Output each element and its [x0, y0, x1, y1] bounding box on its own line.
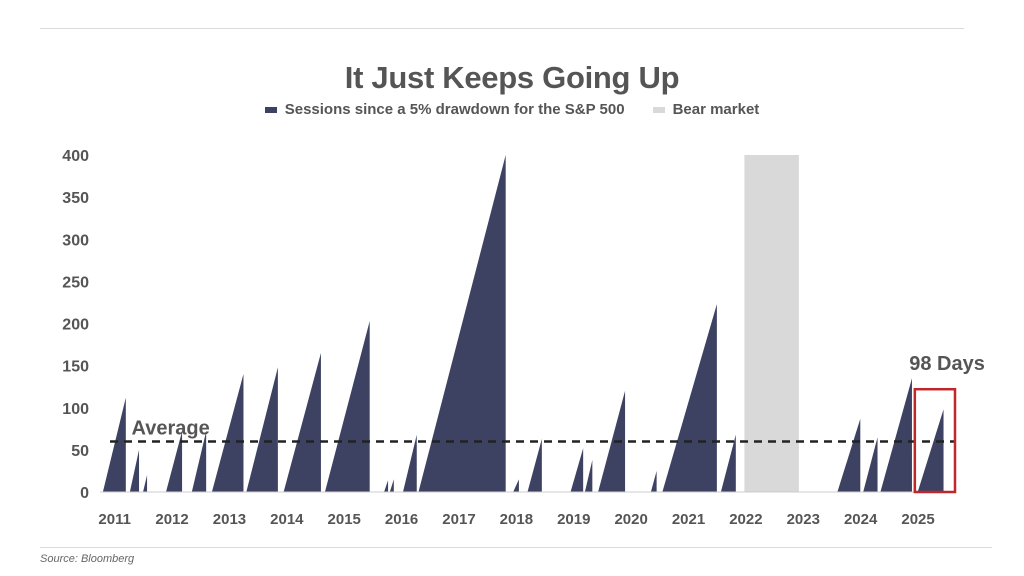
series-run-16: [584, 459, 593, 492]
series-run-24: [917, 409, 944, 492]
series-run-18: [650, 470, 657, 492]
series-run-12: [418, 155, 506, 492]
x-tick-label-2020: 2020: [614, 511, 647, 528]
series-run-0: [102, 397, 126, 492]
y-tick-label-250: 250: [62, 274, 89, 291]
bear-market-band: [744, 155, 799, 492]
legend-item-bear-market: Bear market: [652, 101, 760, 118]
x-tick-label-2017: 2017: [442, 511, 475, 528]
series-run-13: [513, 479, 519, 492]
source-note: Source: Bloomberg: [40, 553, 135, 565]
series-run-22: [863, 437, 878, 492]
x-tick-label-2013: 2013: [213, 511, 246, 528]
series-run-3: [165, 431, 183, 492]
series-run-14: [527, 438, 542, 492]
series-run-2: [143, 475, 148, 492]
x-tick-label-2025: 2025: [901, 511, 934, 528]
series-run-19: [662, 304, 717, 492]
highlight-box: [913, 387, 957, 494]
top-divider: [40, 28, 964, 29]
legend-label-bear-market: Bear market: [672, 101, 760, 118]
legend-label-sessions: Sessions since a 5% drawdown for the S&P…: [284, 101, 625, 118]
y-tick-label-150: 150: [62, 359, 89, 376]
series-run-1: [129, 449, 140, 492]
chart-legend: Sessions since a 5% drawdown for the S&P…: [0, 101, 1024, 118]
series-run-9: [384, 480, 389, 492]
average-label: Average: [132, 417, 210, 439]
x-tick-label-2018: 2018: [500, 511, 533, 528]
x-tick-label-2012: 2012: [155, 511, 188, 528]
chart-title: It Just Keeps Going Up: [344, 60, 680, 95]
series-run-23: [880, 378, 912, 492]
series-run-11: [402, 434, 417, 492]
x-tick-label-2014: 2014: [270, 511, 304, 528]
legend-item-sessions: Sessions since a 5% drawdown for the S&P…: [264, 101, 625, 118]
x-tick-label-2021: 2021: [672, 511, 705, 528]
y-tick-label-400: 400: [62, 148, 89, 165]
series-run-7: [283, 352, 321, 492]
annotation-98-days: 98 Days: [909, 353, 985, 375]
series-run-4: [191, 431, 207, 492]
legend-swatch-sessions: [264, 106, 277, 113]
y-tick-label-50: 50: [71, 443, 89, 460]
x-tick-label-2024: 2024: [844, 511, 878, 528]
legend-swatch-bear-market: [652, 106, 665, 113]
series-run-15: [570, 448, 584, 492]
series-run-20: [720, 434, 736, 492]
series-run-6: [246, 367, 278, 492]
x-tick-label-2016: 2016: [385, 511, 418, 528]
x-tick-label-2011: 2011: [98, 511, 131, 528]
y-tick-label-200: 200: [62, 317, 89, 334]
x-tick-label-2019: 2019: [557, 511, 590, 528]
y-tick-label-350: 350: [62, 190, 89, 207]
bottom-divider: [40, 547, 992, 548]
series-run-17: [598, 390, 626, 492]
x-tick-label-2022: 2022: [729, 511, 762, 528]
series-run-5: [211, 374, 244, 492]
series-run-21: [837, 418, 861, 492]
series-run-10: [389, 479, 394, 492]
x-tick-label-2023: 2023: [787, 511, 820, 528]
series-run-8: [324, 320, 370, 492]
x-tick-label-2015: 2015: [328, 511, 361, 528]
y-tick-label-0: 0: [80, 485, 89, 502]
y-tick-label-100: 100: [62, 401, 89, 418]
y-tick-label-300: 300: [62, 232, 89, 249]
